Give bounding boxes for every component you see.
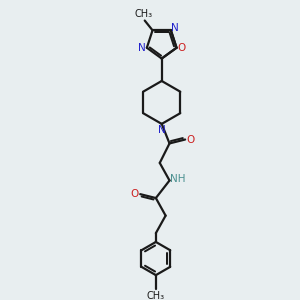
- Text: N: N: [158, 125, 166, 135]
- Text: CH₃: CH₃: [135, 9, 153, 19]
- Text: CH₃: CH₃: [147, 291, 165, 300]
- Text: NH: NH: [169, 173, 185, 184]
- Text: O: O: [130, 189, 139, 199]
- Text: O: O: [187, 134, 195, 145]
- Text: N: N: [138, 43, 146, 53]
- Text: O: O: [177, 43, 186, 53]
- Text: N: N: [171, 23, 179, 33]
